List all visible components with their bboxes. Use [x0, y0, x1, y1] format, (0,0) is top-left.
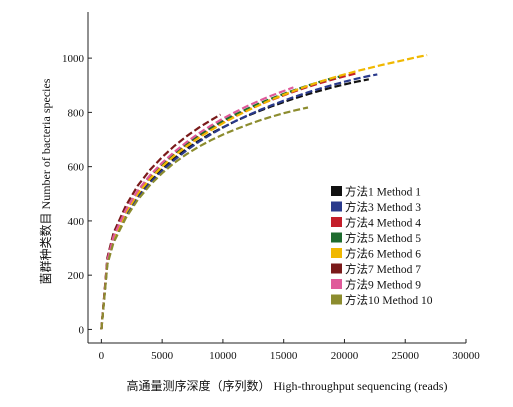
legend-swatch	[331, 201, 342, 212]
legend-swatch	[331, 248, 342, 258]
x-tick-label: 15000	[270, 350, 298, 362]
legend-swatch	[331, 186, 342, 196]
y-tick-label: 800	[68, 107, 85, 119]
x-tick-label: 30000	[452, 350, 480, 362]
x-tick-label: 20000	[331, 350, 359, 362]
y-tick-label: 0	[79, 324, 85, 336]
y-tick-label: 200	[68, 270, 85, 282]
series-line-2	[100, 73, 378, 330]
legend-label: 方法7 Method 7	[345, 262, 421, 276]
x-ticks: 0 5000 10000 15000 20000 25000 30000	[99, 339, 480, 362]
y-axis-title: 菌群种类数目 Number of bacteria species	[38, 78, 53, 284]
legend-label: 方法3 Method 3	[345, 200, 421, 214]
series-line-3	[100, 72, 357, 330]
legend-label: 方法5 Method 5	[345, 231, 421, 245]
x-tick-label: 25000	[391, 350, 419, 362]
legend-swatch	[331, 232, 342, 243]
x-tick-label: 5000	[151, 350, 174, 362]
y-tick-label: 600	[68, 162, 85, 174]
x-axis-title: 高通量测序深度（序列数） High-throughput sequencing …	[127, 378, 448, 393]
series-line-8	[100, 106, 309, 330]
legend-label: 方法9 Method 9	[345, 278, 421, 292]
legend-label: 方法4 Method 4	[345, 216, 421, 230]
legend-label: 方法6 Method 6	[345, 247, 421, 261]
series-line-1	[100, 78, 370, 330]
series-lines	[100, 54, 428, 330]
y-tick-label: 1000	[62, 53, 85, 65]
x-tick-label: 0	[99, 350, 105, 362]
series-line-5	[100, 54, 428, 330]
axes	[87, 12, 466, 344]
legend-swatch	[331, 279, 342, 289]
series-line-4	[100, 75, 340, 330]
legend-swatch	[331, 217, 342, 227]
series-line-6	[100, 113, 222, 330]
x-tick-label: 10000	[209, 350, 237, 362]
y-ticks: 0 200 400 600 800 1000	[62, 53, 92, 336]
legend-label: 方法1 Method 1	[345, 185, 421, 199]
y-tick-label: 400	[68, 216, 85, 228]
series-line-7	[100, 86, 294, 330]
legend-swatch	[331, 263, 342, 274]
legend-swatch	[331, 294, 342, 305]
legend-label: 方法10 Method 10	[345, 293, 433, 307]
